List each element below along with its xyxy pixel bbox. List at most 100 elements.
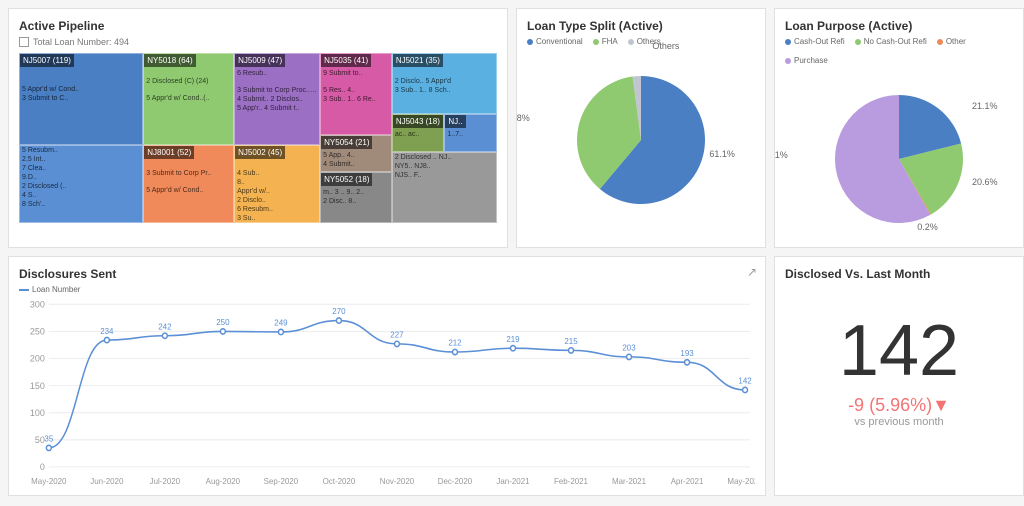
loan-type-pie[interactable] [561,60,721,220]
treemap-cell[interactable]: 5 Resubm..2.5 Int..7 Clea..9.D..2 Disclo… [19,145,143,223]
loan-type-legend: ConventionalFHAOthers [527,37,755,46]
svg-text:Nov-2020: Nov-2020 [380,477,415,486]
loan-type-card: Loan Type Split (Active) Conventional FHA… [516,8,766,248]
pie-slice-label: 58.1% [774,150,788,160]
treemap-cell[interactable]: NJ5043 (18)ac.. ac.. [392,114,445,151]
data-point[interactable] [627,354,632,359]
legend-item: Cash-Out Refi [785,37,845,46]
svg-text:203: 203 [622,343,636,352]
data-point[interactable] [743,387,748,392]
disclosures-legend: Loan Number [19,285,755,294]
data-point[interactable] [104,337,109,342]
active-pipeline-card: Active Pipeline Total Loan Number: 494 N… [8,8,508,248]
data-point[interactable] [46,445,51,450]
legend-item: Other [937,37,966,46]
svg-text:249: 249 [274,318,288,327]
svg-text:100: 100 [30,408,45,418]
kpi-card: Disclosed Vs. Last Month 142 -9 (5.96%)▼… [774,256,1024,496]
loan-purpose-title: Loan Purpose (Active) [785,19,1013,33]
legend-item: Loan Number [19,285,80,294]
svg-text:227: 227 [390,330,404,339]
data-point[interactable] [569,348,574,353]
legend-item: Conventional [527,37,583,46]
pie-slice-label: Others [652,41,679,51]
loan-type-pie-wrap: 61.1%36.8%Others [527,50,755,230]
svg-text:Sep-2020: Sep-2020 [264,477,299,486]
treemap-cell[interactable]: NJ5002 (45)4 Sub..8..Appr'd w/..2 Disclo… [234,145,320,223]
legend-item: No Cash-Out Refi [855,37,927,46]
svg-text:212: 212 [448,338,462,347]
svg-text:219: 219 [506,335,520,344]
loan-purpose-pie[interactable] [819,79,979,239]
data-point[interactable] [510,346,515,351]
svg-text:Jun-2020: Jun-2020 [90,477,124,486]
svg-text:300: 300 [30,299,45,309]
data-point[interactable] [336,318,341,323]
disclosures-title: Disclosures Sent [19,267,755,281]
svg-text:200: 200 [30,353,45,363]
legend-item: Purchase [785,56,828,65]
pipeline-subtitle-text: Total Loan Number: 494 [33,37,129,47]
svg-text:May-2020: May-2020 [31,477,67,486]
kpi-delta: -9 (5.96%)▼ [785,395,1013,416]
treemap-cell[interactable]: NJ8001 (52)3 Submit to Corp Pr..5 Appr'd… [143,145,234,223]
pie-slice-label: 0.2% [917,222,938,232]
treemap-cell[interactable]: NY5052 (18)m.. 3 .. 9.. 2..2 Disc.. 8.. [320,172,392,223]
svg-text:234: 234 [100,327,114,336]
loan-purpose-card: Loan Purpose (Active) Cash-Out Refi No Ca… [774,8,1024,248]
svg-text:Jul-2020: Jul-2020 [150,477,181,486]
line-chart-wrap: 0 50 100 150 200 250 300 May-2020 Jun-2020 Jul-20… [19,298,755,488]
count-icon [19,37,29,47]
svg-text:150: 150 [30,381,45,391]
treemap-cell[interactable]: NJ5009 (47)6 Resub..3 Submit to Corp Pro… [234,53,320,145]
treemap-cell[interactable]: NY5018 (64)2 Disclosed (C) (24)5 Appr'd … [143,53,234,145]
pipeline-subtitle: Total Loan Number: 494 [19,37,497,47]
loan-purpose-pie-wrap: 21.1%20.6%0.2%58.1% [785,69,1013,248]
legend-item: FHA [593,37,618,46]
svg-text:Mar-2021: Mar-2021 [612,477,646,486]
treemap-cell[interactable]: NJ..1..7.. [444,114,497,151]
treemap-cell[interactable]: NJ5007 (119)5 Appr'd w/ Cond..3 Submit t… [19,53,143,145]
svg-text:250: 250 [30,326,45,336]
svg-text:250: 250 [216,318,230,327]
treemap-cell[interactable]: NJ5035 (41)9 Submit to..5 Res.. 4..3 Sub… [320,53,392,135]
pie-slice-label: 61.1% [709,149,735,159]
data-point[interactable] [278,329,283,334]
expand-icon[interactable]: ↗ [747,265,757,279]
svg-text:50: 50 [35,435,45,445]
data-point[interactable] [685,360,690,365]
legend-label: Loan Number [32,285,80,294]
data-point[interactable] [452,349,457,354]
svg-text:215: 215 [564,337,578,346]
data-point[interactable] [162,333,167,338]
treemap-cell[interactable]: NY5054 (21)5 App.. 4..4 Submit.. [320,135,392,172]
pie-slice-label: 20.6% [972,177,998,187]
pipeline-title: Active Pipeline [19,19,497,33]
svg-text:193: 193 [680,349,694,358]
svg-text:Oct-2020: Oct-2020 [323,477,356,486]
loan-purpose-legend: Cash-Out Refi No Cash-Out Refi Other Purcha… [785,37,1013,65]
svg-text:35: 35 [44,434,53,443]
loan-type-title: Loan Type Split (Active) [527,19,755,33]
svg-text:Dec-2020: Dec-2020 [438,477,473,486]
treemap-cell[interactable]: 2 Disclosed .. NJ..NY5.. NJ8..NJS.. F.. [392,152,497,223]
svg-text:270: 270 [332,307,346,316]
disclosures-card: ↗ Disclosures Sent Loan Number 0 50 100 150… [8,256,766,496]
disclosures-line-chart[interactable]: 0 50 100 150 200 250 300 May-2020 Jun-2020 Jul-20… [19,298,755,488]
pipeline-treemap[interactable]: NJ5007 (119)5 Appr'd w/ Cond..3 Submit t… [19,53,497,223]
svg-text:Feb-2021: Feb-2021 [554,477,588,486]
treemap-cell[interactable]: NJ5021 (35)2 Disclo.. 5 Appr'd3 Sub.. 1.… [392,53,497,114]
svg-text:142: 142 [738,376,752,385]
svg-text:Jan-2021: Jan-2021 [496,477,530,486]
svg-text:242: 242 [158,322,172,331]
kpi-sub: vs previous month [785,416,1013,428]
data-point[interactable] [394,341,399,346]
kpi-value: 142 [785,315,1013,387]
kpi-title: Disclosed Vs. Last Month [785,267,1013,281]
svg-text:0: 0 [40,462,45,472]
pie-slice-label: 36.8% [516,113,530,123]
svg-text:Aug-2020: Aug-2020 [206,477,241,486]
svg-text:May-2021: May-2021 [727,477,755,486]
data-point[interactable] [220,329,225,334]
svg-text:Apr-2021: Apr-2021 [671,477,704,486]
